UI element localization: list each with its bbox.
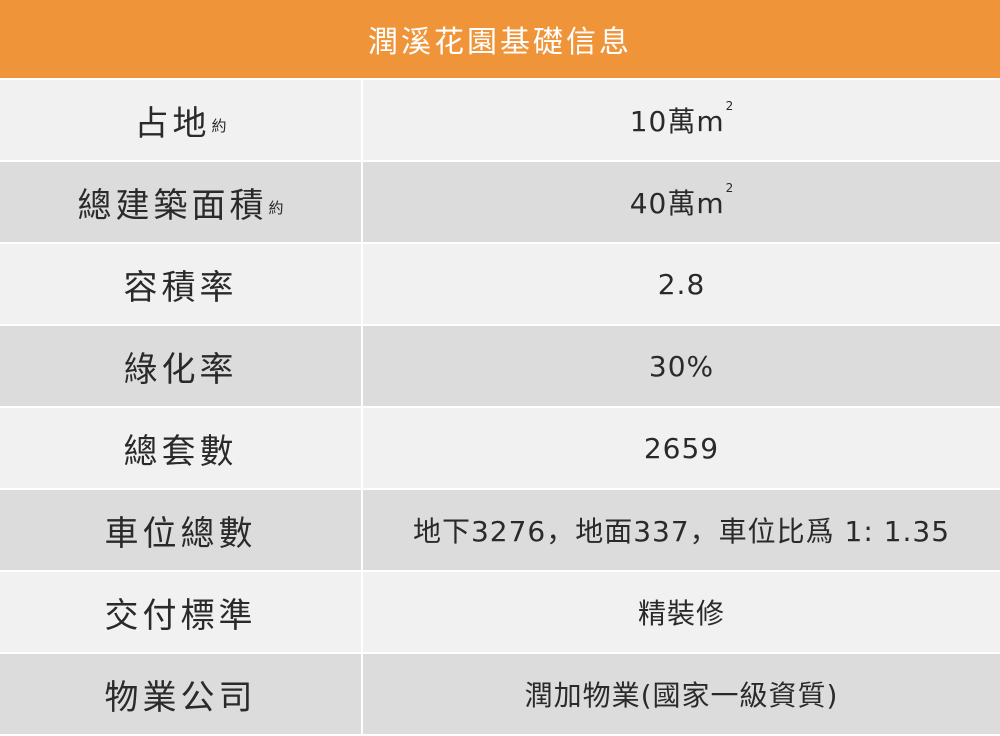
approx-note: 約 xyxy=(211,117,227,135)
row-label-cell: 占地約 xyxy=(0,80,361,160)
unit-superscript: 2 xyxy=(725,99,734,113)
row-value: 地下3276，地面337，車位比爲 1: 1.35 xyxy=(412,515,951,548)
row-value: 2.8 xyxy=(657,267,706,301)
row-value: 40萬m xyxy=(629,187,725,220)
row-label-cell: 總套數 xyxy=(0,408,361,488)
row-label-cell: 總建築面積約 xyxy=(0,162,361,242)
row-value: 精裝修 xyxy=(637,597,725,630)
table-row-total-units: 總套數 2659 xyxy=(0,408,1000,488)
row-label-cell: 容積率 xyxy=(0,244,361,324)
table-title-bar: 潤溪花園基礎信息 xyxy=(0,0,1000,78)
row-value-cell: 地下3276，地面337，車位比爲 1: 1.35 xyxy=(363,490,1000,570)
row-value: 30% xyxy=(648,349,715,383)
table-row-green-ratio: 綠化率 30% xyxy=(0,326,1000,406)
approx-note: 約 xyxy=(268,199,284,217)
table-title: 潤溪花園基礎信息 xyxy=(368,25,632,60)
row-label: 總建築面積 xyxy=(77,185,268,226)
row-value: 10萬m xyxy=(629,105,725,138)
row-label-cell: 物業公司 xyxy=(0,654,361,734)
table-row-land-area: 占地約 10萬m 2 xyxy=(0,80,1000,160)
row-value: 潤加物業(國家一級資質) xyxy=(524,679,839,712)
row-value-cell: 30% xyxy=(363,326,1000,406)
row-label-cell: 車位總數 xyxy=(0,490,361,570)
row-value-cell: 2.8 xyxy=(363,244,1000,324)
row-label-cell: 綠化率 xyxy=(0,326,361,406)
table-row-delivery-standard: 交付標準 精裝修 xyxy=(0,572,1000,652)
table-body: 占地約 10萬m 2 總建築面積約 40萬m 2 容積率 2.8 綠化率 xyxy=(0,80,1000,734)
row-label: 交付標準 xyxy=(104,595,257,636)
row-label-cell: 交付標準 xyxy=(0,572,361,652)
row-label: 占地 xyxy=(134,103,211,144)
table-row-total-floor-area: 總建築面積約 40萬m 2 xyxy=(0,162,1000,242)
row-label: 總套數 xyxy=(123,431,238,472)
row-value-cell: 精裝修 xyxy=(363,572,1000,652)
row-value-cell: 潤加物業(國家一級資質) xyxy=(363,654,1000,734)
table-row-property-management: 物業公司 潤加物業(國家一級資質) xyxy=(0,654,1000,734)
row-label: 車位總數 xyxy=(104,513,257,554)
row-value-cell: 40萬m 2 xyxy=(363,162,1000,242)
row-label: 容積率 xyxy=(123,267,238,308)
table-row-parking-spaces: 車位總數 地下3276，地面337，車位比爲 1: 1.35 xyxy=(0,490,1000,570)
row-label: 綠化率 xyxy=(123,349,238,390)
row-value-cell: 2659 xyxy=(363,408,1000,488)
table-row-plot-ratio: 容積率 2.8 xyxy=(0,244,1000,324)
row-value-cell: 10萬m 2 xyxy=(363,80,1000,160)
row-label: 物業公司 xyxy=(104,677,257,718)
unit-superscript: 2 xyxy=(725,181,734,195)
row-value: 2659 xyxy=(643,431,720,465)
